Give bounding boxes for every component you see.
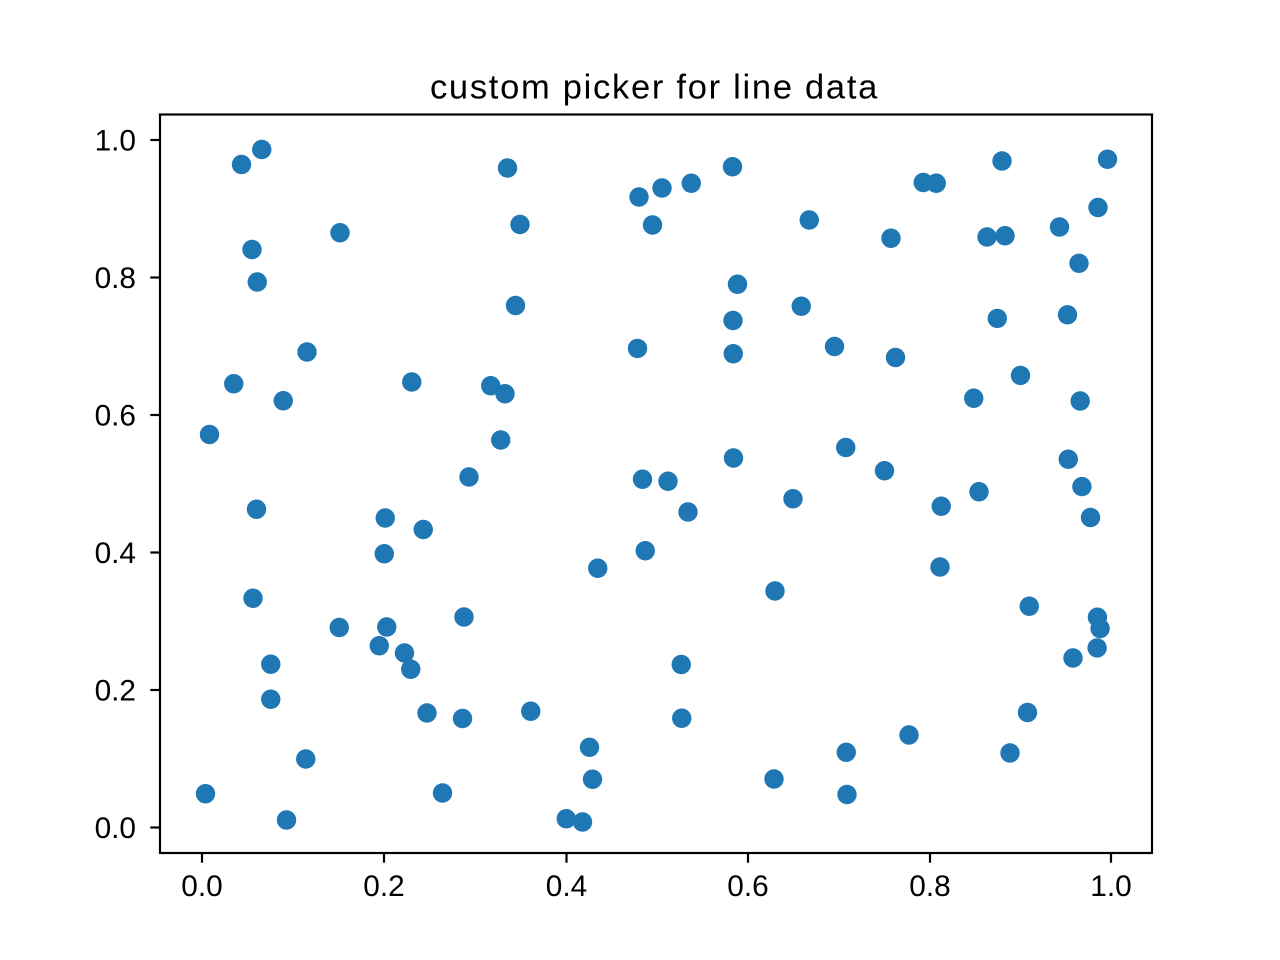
svg-text:1.0: 1.0 — [1090, 870, 1131, 903]
svg-text:0.8: 0.8 — [95, 262, 136, 295]
svg-text:1.0: 1.0 — [95, 124, 136, 157]
svg-text:0.8: 0.8 — [909, 870, 950, 903]
svg-text:0.6: 0.6 — [95, 399, 136, 432]
svg-text:0.6: 0.6 — [727, 870, 768, 903]
svg-text:0.0: 0.0 — [181, 870, 222, 903]
svg-text:0.4: 0.4 — [95, 537, 136, 570]
svg-text:0.4: 0.4 — [546, 870, 587, 903]
svg-text:0.2: 0.2 — [363, 870, 404, 903]
svg-text:0.2: 0.2 — [95, 674, 136, 707]
svg-text:0.0: 0.0 — [95, 812, 136, 845]
svg-text:custom picker for line data: custom picker for line data — [430, 69, 879, 107]
